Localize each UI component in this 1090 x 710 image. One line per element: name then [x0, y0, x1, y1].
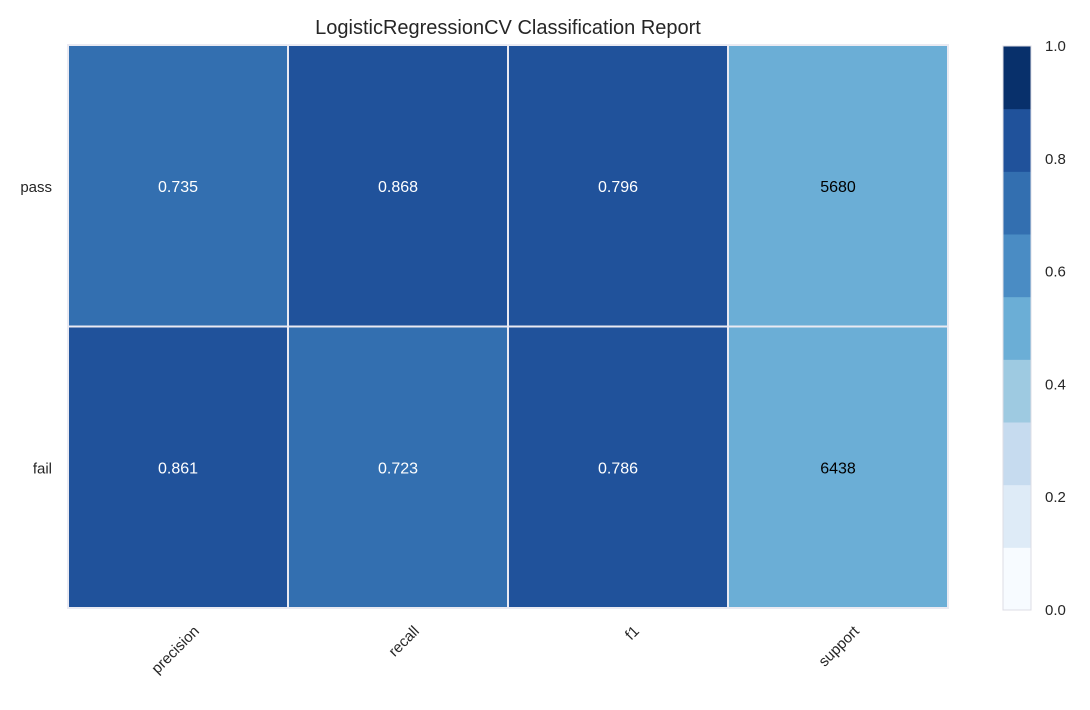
x-tick-label: recall — [385, 623, 422, 660]
colorbar-bin — [1003, 171, 1031, 235]
heatmap-cells: 0.735 0.868 0.796 5680 0.861 0.723 0.786 6438 — [67, 44, 949, 609]
y-tick-label: fail — [33, 460, 52, 477]
colorbar-frame — [1002, 45, 1032, 611]
x-tick-label: precision — [148, 623, 202, 677]
y-tick-label: pass — [20, 179, 52, 196]
heatmap-cell — [729, 46, 947, 326]
heatmap-cell — [69, 327, 287, 607]
colorbar-bin — [1003, 296, 1031, 360]
colorbar-tick-label: 0.8 — [1045, 151, 1066, 168]
colorbar-bin — [1003, 108, 1031, 172]
cell-value-label: 5680 — [820, 179, 856, 196]
heatmap-cell — [509, 46, 727, 326]
heatmap-cell — [69, 46, 287, 326]
cell-value-label: 0.786 — [598, 460, 638, 477]
colorbar-tick-label: 1.0 — [1045, 38, 1066, 55]
colorbar-bin — [1003, 359, 1031, 423]
cell-value-label: 6438 — [820, 460, 856, 477]
cell-value-label: 0.735 — [158, 179, 198, 196]
cell-value-label: 0.796 — [598, 179, 638, 196]
colorbar-bin — [1003, 234, 1031, 298]
y-tick-labels: pass fail — [20, 179, 52, 478]
heatmap-cell — [509, 327, 727, 607]
heatmap-cell — [289, 46, 507, 326]
heatmap-cell — [729, 327, 947, 607]
colorbar-tick-label: 0.4 — [1045, 376, 1066, 393]
cell-value-label: 0.868 — [378, 179, 418, 196]
colorbar-tick-label: 0.0 — [1045, 602, 1066, 619]
cell-value-label: 0.861 — [158, 460, 198, 477]
x-tick-labels: precision recall f1 support — [148, 622, 863, 677]
colorbar-bin — [1003, 46, 1031, 110]
colorbar-tick-label: 0.6 — [1045, 264, 1066, 281]
cell-value-label: 0.723 — [378, 460, 418, 477]
colorbar-tick-label: 0.2 — [1045, 489, 1066, 506]
chart-title: LogisticRegressionCV Classification Repo… — [315, 17, 701, 39]
colorbar-bin — [1003, 547, 1031, 611]
colorbar-bin — [1003, 422, 1031, 486]
colorbar: 0.0 0.2 0.4 0.6 0.8 1.0 — [1002, 38, 1066, 619]
colorbar-bin — [1003, 484, 1031, 548]
x-tick-label: support — [815, 622, 863, 670]
x-tick-label: f1 — [622, 623, 643, 644]
heatmap-cell — [289, 327, 507, 607]
